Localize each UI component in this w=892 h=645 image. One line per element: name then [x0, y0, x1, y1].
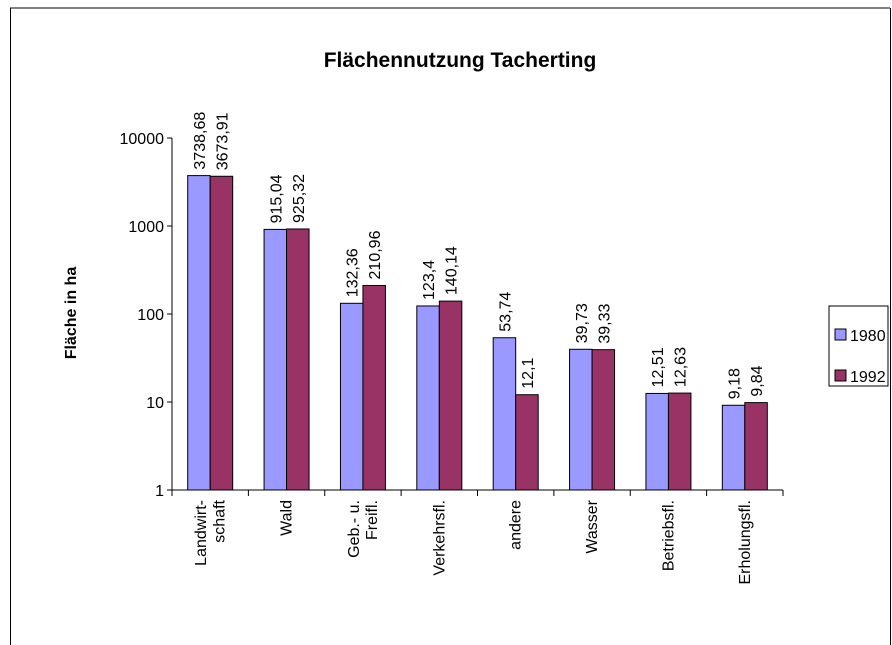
- y-tick-label: 1000: [128, 219, 164, 236]
- bar: [362, 284, 386, 491]
- value-label: 12,63: [673, 347, 690, 387]
- y-tick-label: 1: [155, 483, 164, 500]
- legend-swatch: [834, 328, 847, 341]
- x-tick-label: Verkehrsfl.: [431, 500, 448, 576]
- x-tick-label: Erholungsfl.: [737, 500, 754, 585]
- x-tick-label: andere: [508, 500, 525, 550]
- bar: [721, 404, 746, 491]
- value-label: 123,4: [421, 260, 438, 300]
- x-tick-label: Geb.- u.Freifl.: [346, 500, 381, 558]
- bar: [667, 392, 692, 491]
- value-label: 3673,91: [214, 112, 231, 170]
- value-label: 9,18: [727, 368, 744, 399]
- bar: [187, 175, 211, 491]
- y-tick-label: 10: [146, 395, 164, 412]
- x-tick-label: Betriebsfl.: [660, 500, 677, 571]
- y-tick-label: 100: [137, 307, 164, 324]
- bar: [515, 394, 539, 491]
- value-label: 915,04: [268, 174, 285, 223]
- value-label: 132,36: [345, 248, 362, 297]
- legend-label: 1992: [850, 369, 886, 386]
- value-label: 12,51: [650, 347, 667, 387]
- value-label: 140,14: [444, 246, 461, 295]
- bar: [438, 300, 463, 491]
- value-label: 925,32: [291, 174, 308, 223]
- value-label: 39,33: [596, 304, 613, 344]
- bar: [209, 175, 234, 491]
- bar: [744, 402, 768, 491]
- value-label: 39,73: [574, 303, 591, 343]
- value-label: 12,1: [520, 357, 537, 388]
- x-tick-label: Wald: [279, 500, 296, 536]
- legend-label: 1980: [850, 328, 886, 345]
- bar: [645, 392, 669, 491]
- bar: [569, 348, 593, 491]
- value-label: 210,96: [367, 230, 384, 279]
- y-tick-label: 10000: [120, 131, 165, 148]
- bar: [416, 305, 440, 491]
- value-label: 9,84: [749, 365, 766, 396]
- bar: [263, 228, 288, 491]
- y-axis-label: Fläche in ha: [63, 267, 80, 360]
- chart-title: Flächennutzung Tacherting: [324, 49, 597, 72]
- bar: [492, 337, 517, 491]
- bar: [339, 302, 364, 491]
- x-tick-label: Landwirt-schaft: [193, 499, 228, 565]
- value-label: 3738,68: [192, 112, 209, 170]
- bar: [286, 228, 310, 491]
- x-tick-label: Wasser: [584, 499, 601, 553]
- value-label: 53,74: [497, 292, 514, 332]
- legend-swatch: [834, 369, 847, 382]
- bar: [591, 349, 616, 491]
